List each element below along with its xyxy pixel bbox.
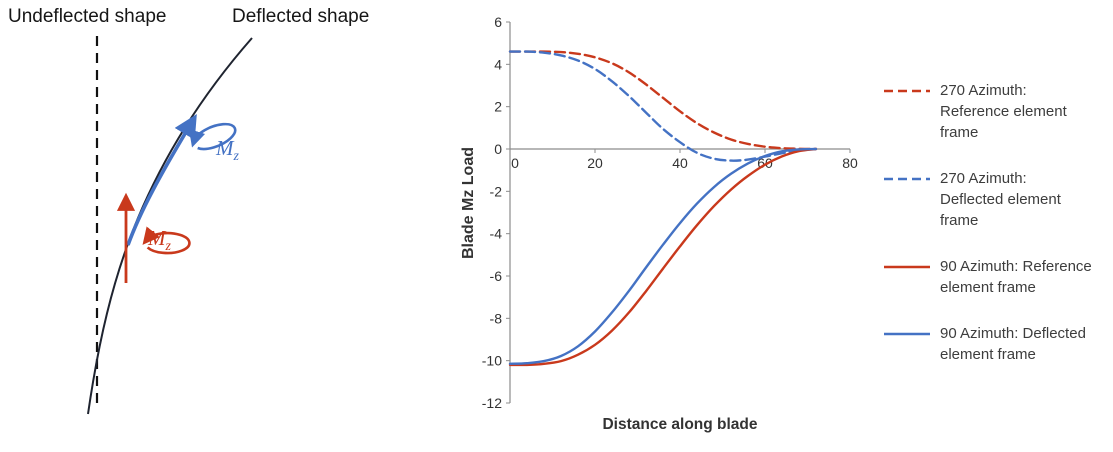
- undeflected-shape-label: Undeflected shape: [8, 6, 167, 27]
- blue-moment-symbol: M: [216, 136, 234, 160]
- y-tick-label: -2: [490, 183, 503, 199]
- y-axis-title: Blade Mz Load: [460, 146, 477, 259]
- legend-item-3: 90 Azimuth: Reference element frame: [884, 256, 1110, 298]
- deflected-shape-label: Deflected shape: [232, 6, 370, 27]
- red-moment-curl-icon: [142, 226, 191, 255]
- series-line-1: [508, 50, 818, 151]
- legend-label-3: 90 Azimuth: Reference element frame: [940, 258, 1092, 296]
- deflected-shape-curve: [87, 37, 253, 415]
- blue-moment-axis-arrow: [126, 113, 197, 246]
- blue-moment-curl-icon: [188, 122, 237, 151]
- blade-diagram-canvas: [87, 36, 253, 415]
- legend-item-2: 270 Azimuth: Deflected element frame: [884, 168, 1110, 231]
- red-moment-subscript: z: [165, 239, 171, 255]
- legend-dashed-line-sample: [884, 177, 930, 181]
- legend-label-4: 90 Azimuth: Deflected element frame: [940, 325, 1086, 363]
- blade-load-chart: Blade Mz Load -12 -10 -8 -6 -4 -2 0 2 4 6 0 20 40 60 8…: [450, 0, 880, 447]
- x-tick-label: 40: [672, 155, 688, 171]
- y-tick-label: -8: [490, 310, 503, 326]
- red-moment-label: Mz: [148, 228, 171, 254]
- legend-label-1: 270 Azimuth: Reference element frame: [940, 82, 1067, 141]
- red-moment-symbol: M: [148, 226, 166, 250]
- blue-moment-label: Mz: [216, 138, 239, 164]
- x-tick-label: 0: [511, 155, 519, 171]
- series-line-4: [508, 147, 818, 365]
- blue-moment-subscript: z: [233, 149, 239, 165]
- y-tick-label: -10: [482, 353, 502, 369]
- x-axis-title: Distance along blade: [602, 416, 758, 433]
- y-tick-label: 2: [494, 99, 502, 115]
- x-tick-label: 20: [587, 155, 603, 171]
- y-tick-label: 4: [494, 56, 502, 72]
- legend-label-2: 270 Azimuth: Deflected element frame: [940, 170, 1061, 229]
- legend-item-1: 270 Azimuth: Reference element frame: [884, 80, 1110, 143]
- blade-deflection-diagram: Undeflected shape Deflected shape Mz Mz: [0, 0, 450, 447]
- series-line-2: [508, 50, 818, 162]
- legend-dashed-line-sample: [884, 89, 930, 93]
- series-line-3: [508, 147, 818, 367]
- y-tick-label: 0: [494, 141, 502, 157]
- chart-legend: 270 Azimuth: Reference element frame 270 …: [884, 80, 1110, 390]
- y-tick-label: -12: [482, 395, 502, 411]
- y-tick-label: 6: [494, 14, 502, 30]
- y-tick-label: -6: [490, 268, 503, 284]
- legend-solid-line-sample: [884, 332, 930, 336]
- legend-solid-line-sample: [884, 265, 930, 269]
- y-tick-label: -4: [490, 226, 503, 242]
- x-tick-label: 80: [842, 155, 858, 171]
- legend-item-4: 90 Azimuth: Deflected element frame: [884, 323, 1110, 365]
